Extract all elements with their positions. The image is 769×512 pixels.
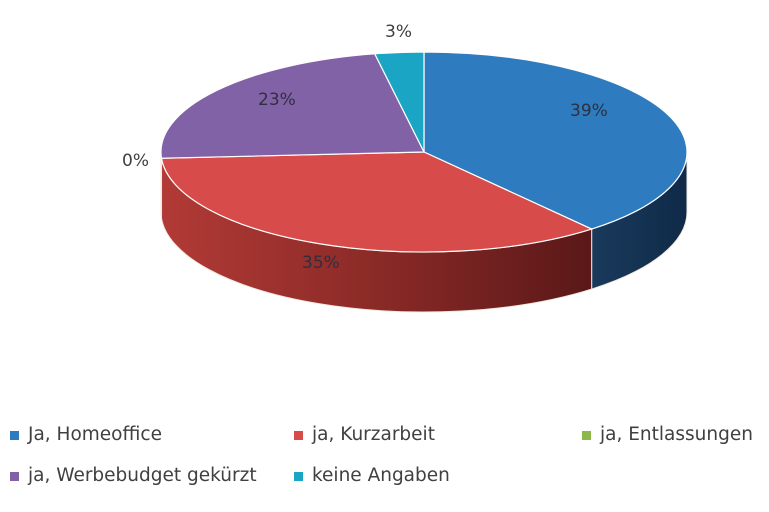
pie-side-wall — [160, 151, 163, 219]
legend-label: ja, Kurzarbeit — [312, 424, 435, 445]
legend-label: ja, Entlassungen — [600, 424, 753, 445]
pie-slice — [160, 151, 594, 253]
data-label-homeoffice: 39% — [570, 101, 608, 121]
legend-swatch — [294, 431, 303, 440]
pie-slice — [373, 51, 425, 153]
data-label-kurzarbeit: 35% — [302, 253, 340, 273]
legend-item-keine-angaben: keine Angaben — [294, 465, 450, 486]
legend-item-homeoffice: Ja, Homeoffice — [10, 424, 162, 445]
legend-label: Ja, Homeoffice — [28, 424, 162, 445]
data-label-entlassungen: 0% — [122, 151, 149, 171]
legend-swatch — [582, 431, 591, 440]
pie-chart-3d — [160, 51, 688, 313]
pie-slice — [160, 53, 425, 159]
chart-legend: Ja, Homeoffice ja, Kurzarbeit ja, Entlas… — [0, 418, 769, 508]
pie-slice — [423, 51, 688, 230]
legend-swatch — [10, 472, 19, 481]
legend-label: ja, Werbebudget gekürzt — [28, 465, 257, 486]
legend-swatch — [294, 472, 303, 481]
legend-label: keine Angaben — [312, 465, 450, 486]
legend-item-kurzarbeit: ja, Kurzarbeit — [294, 424, 435, 445]
legend-item-werbebudget: ja, Werbebudget gekürzt — [10, 465, 257, 486]
data-label-keine-angaben: 3% — [385, 22, 412, 42]
legend-swatch — [10, 431, 19, 440]
data-label-werbebudget: 23% — [258, 90, 296, 110]
legend-item-entlassungen: ja, Entlassungen — [582, 424, 753, 445]
